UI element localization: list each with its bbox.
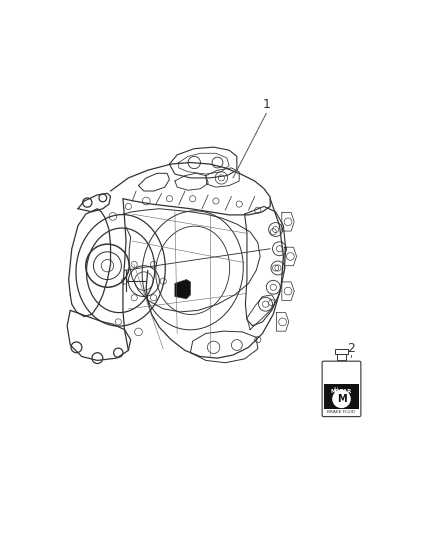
Text: 2: 2 — [347, 342, 355, 356]
Circle shape — [332, 390, 351, 408]
Bar — [337, 360, 346, 363]
Bar — [325, 409, 359, 413]
FancyBboxPatch shape — [322, 361, 361, 417]
Bar — [336, 349, 348, 354]
Text: |||: ||| — [334, 386, 339, 392]
Text: BRAKE FLUID: BRAKE FLUID — [328, 410, 356, 414]
Text: MOPAR: MOPAR — [331, 389, 352, 394]
Polygon shape — [175, 280, 191, 299]
Text: 1: 1 — [262, 98, 270, 110]
Text: M: M — [337, 394, 346, 404]
Bar — [325, 384, 359, 413]
Bar — [337, 354, 346, 360]
